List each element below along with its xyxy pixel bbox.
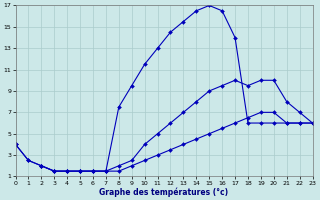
X-axis label: Graphe des températures (°c): Graphe des températures (°c)	[100, 187, 228, 197]
